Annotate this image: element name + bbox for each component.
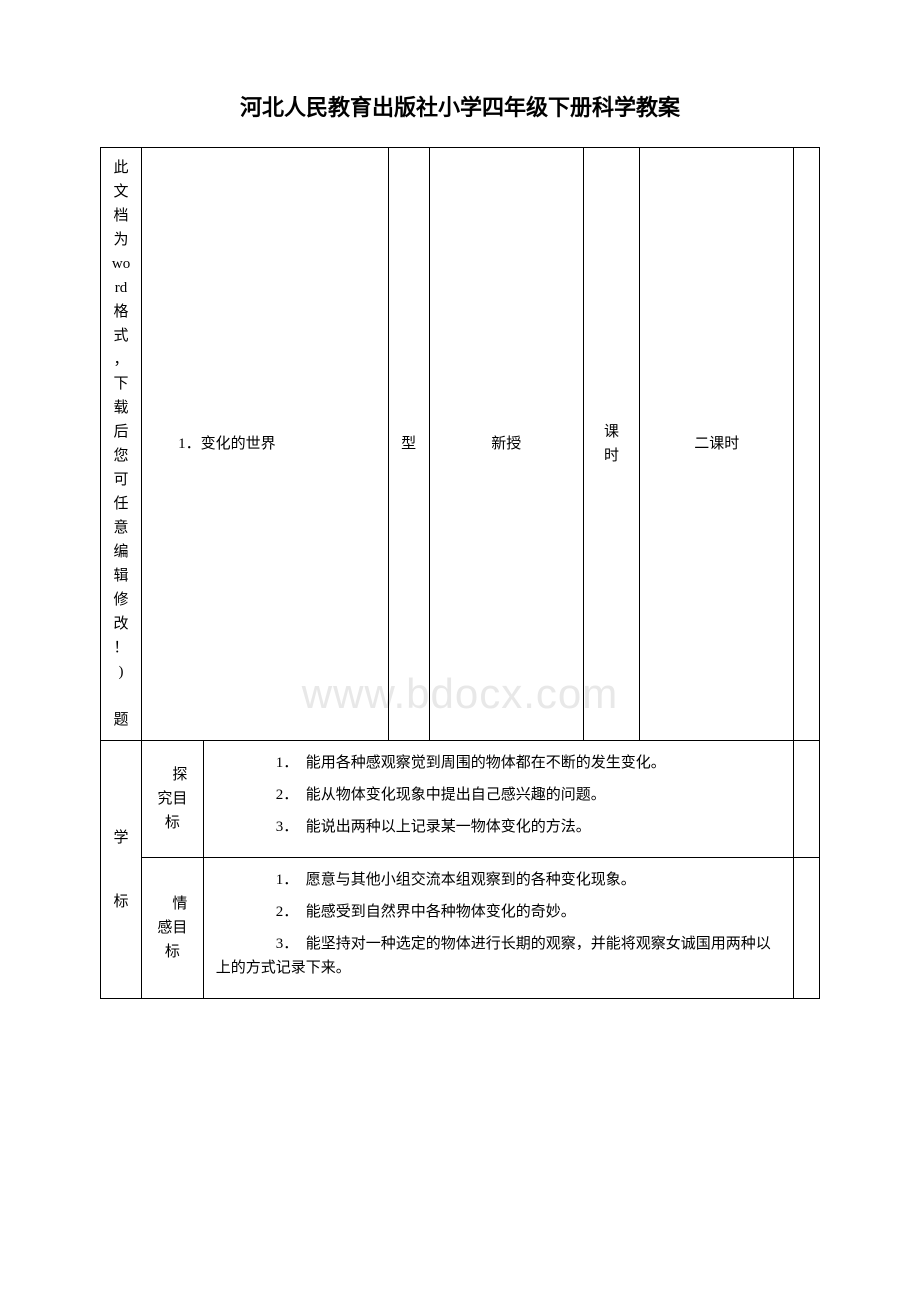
cell-empty bbox=[794, 148, 820, 741]
table-row: 情感目标 1． 愿意与其他小组交流本组观察到的各种变化现象。 2． 能感受到自然… bbox=[101, 858, 820, 999]
lesson-plan-table: 此文档为word格式，下载后您可任意编辑修改！) 题 1．变化的世界 型 新授 … bbox=[100, 147, 820, 999]
cell-type-value: 新授 bbox=[429, 148, 583, 741]
cell-empty bbox=[794, 741, 820, 858]
cell-note: 此文档为word格式，下载后您可任意编辑修改！) 题 bbox=[101, 148, 142, 741]
table-row: 学 标 探究目标 1． 能用各种感观察觉到周围的物体都在不断的发生变化。 2． … bbox=[101, 741, 820, 858]
cell-objectives-label: 学 标 bbox=[101, 741, 142, 999]
cell-emotion-label: 情感目标 bbox=[142, 858, 204, 999]
document-title: 河北人民教育出版社小学四年级下册科学教案 bbox=[100, 90, 820, 122]
cell-period-value: 二课时 bbox=[640, 148, 794, 741]
cell-lesson-title: 1．变化的世界 bbox=[142, 148, 389, 741]
cell-inquiry-content: 1． 能用各种感观察觉到周围的物体都在不断的发生变化。 2． 能从物体变化现象中… bbox=[203, 741, 794, 858]
cell-emotion-content: 1． 愿意与其他小组交流本组观察到的各种变化现象。 2． 能感受到自然界中各种物… bbox=[203, 858, 794, 999]
cell-empty bbox=[794, 858, 820, 999]
cell-inquiry-label: 探究目标 bbox=[142, 741, 204, 858]
table-row: 此文档为word格式，下载后您可任意编辑修改！) 题 1．变化的世界 型 新授 … bbox=[101, 148, 820, 741]
cell-type-label: 型 bbox=[388, 148, 429, 741]
cell-period-label: 课时 bbox=[583, 148, 639, 741]
